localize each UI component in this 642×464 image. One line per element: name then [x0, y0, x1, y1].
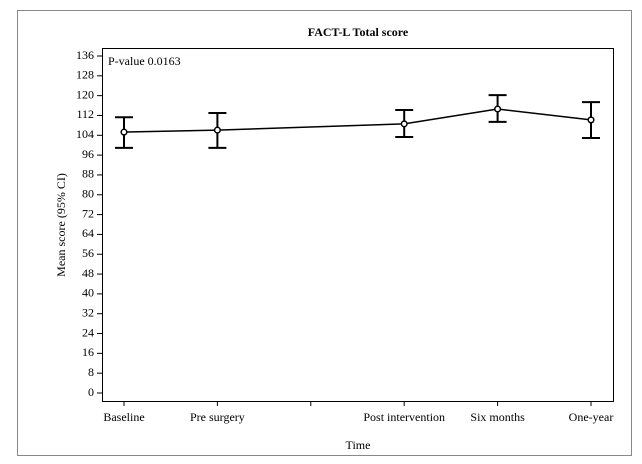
- y-tick-label: 80: [82, 187, 94, 201]
- line-segment: [123, 129, 218, 133]
- x-tick-label: Pre surgery: [190, 410, 245, 424]
- point: [587, 116, 595, 124]
- point: [213, 126, 221, 134]
- y-tick-label: 104: [76, 127, 94, 141]
- y-tick-label: 8: [88, 365, 94, 379]
- plot-frame: [102, 48, 614, 402]
- y-tick-label: 48: [82, 266, 94, 280]
- y-tick-label: 112: [76, 107, 94, 121]
- y-tick-label: 88: [82, 167, 94, 181]
- point: [494, 105, 502, 113]
- line-segment: [217, 123, 405, 131]
- y-axis-label: Mean score (95% CI): [54, 173, 68, 277]
- y-tick-label: 16: [82, 345, 94, 359]
- y-tick-label: 64: [82, 226, 94, 240]
- y-tick-label: 0: [88, 385, 94, 399]
- y-tick-label: 32: [82, 305, 94, 319]
- page-border: [17, 10, 632, 456]
- x-tick-label: Six months: [470, 410, 525, 424]
- y-tick-label: 24: [82, 325, 94, 339]
- x-tick-label: One-year: [569, 410, 614, 424]
- y-tick-label: 56: [82, 246, 94, 260]
- annotation: P-value 0.0163: [108, 54, 181, 68]
- x-tick-label: Baseline: [103, 410, 144, 424]
- y-tick-label: 128: [76, 68, 94, 82]
- point: [120, 128, 128, 136]
- line-segment: [497, 108, 592, 121]
- x-tick-label: Post intervention: [363, 410, 445, 424]
- chart-title: FACT-L Total score: [308, 25, 409, 39]
- y-tick-label: 40: [82, 286, 94, 300]
- point: [400, 120, 408, 128]
- y-tick-label: 136: [76, 48, 94, 62]
- y-tick-label: 72: [82, 206, 94, 220]
- x-axis-label: Time: [346, 438, 371, 452]
- y-tick-label: 96: [82, 147, 94, 161]
- y-tick-label: 120: [76, 87, 94, 101]
- line-segment: [404, 108, 498, 125]
